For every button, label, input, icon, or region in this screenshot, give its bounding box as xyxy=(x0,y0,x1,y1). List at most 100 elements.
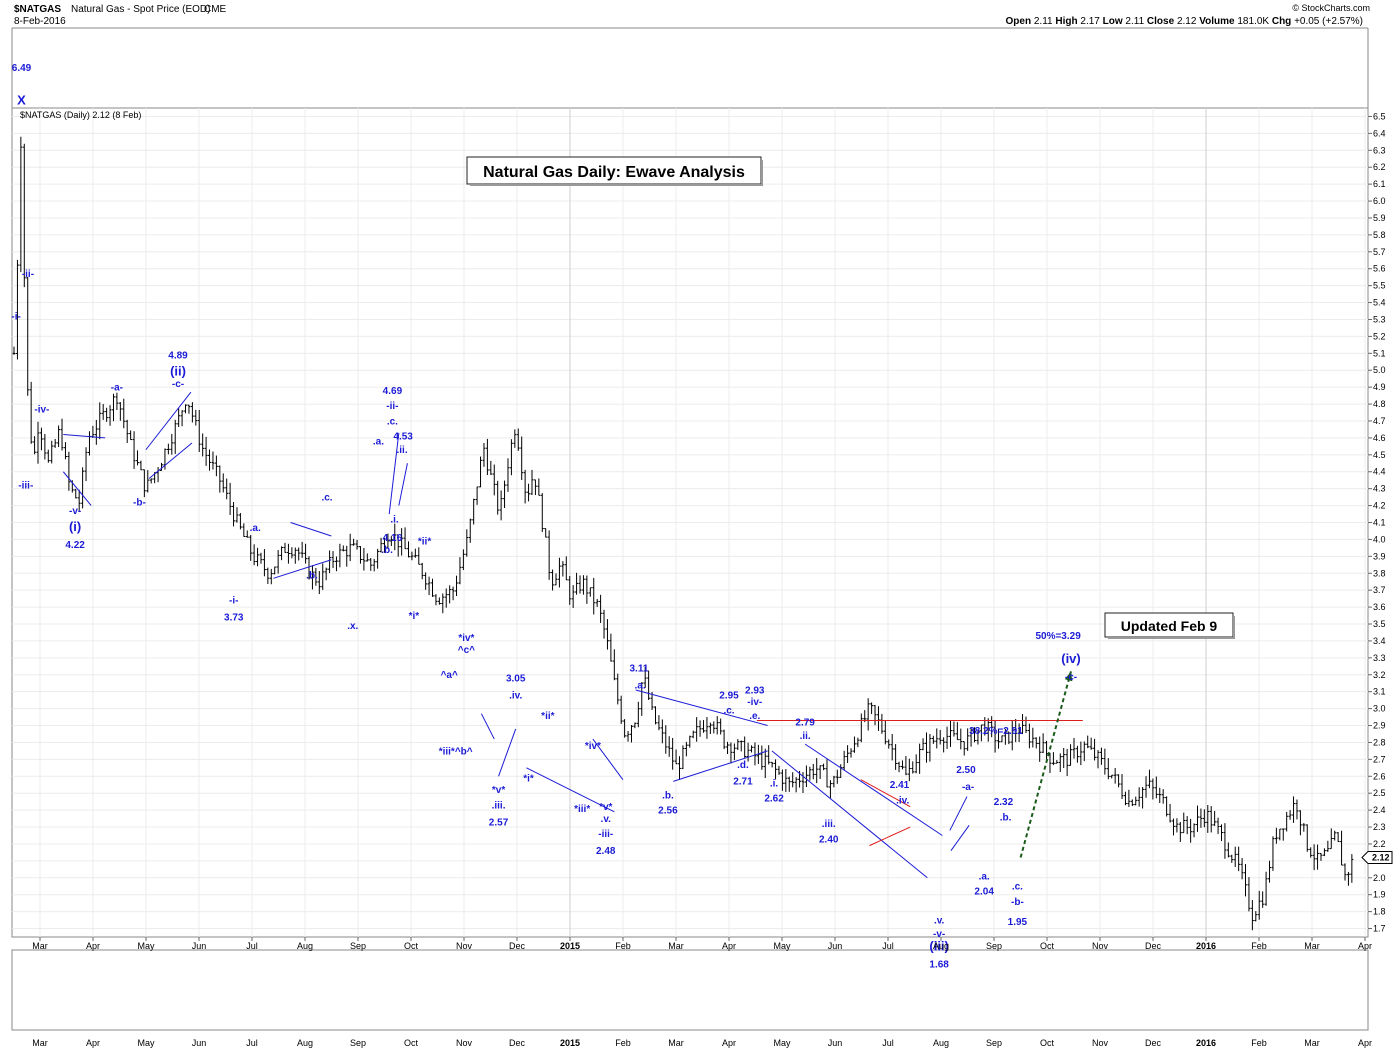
lower-panel-frame xyxy=(11,949,1369,1031)
y-tick-label: 2.3 xyxy=(1373,822,1386,832)
blue-channel-line xyxy=(145,391,192,451)
wave-label: .v. xyxy=(934,915,945,926)
y-tick-label: 2.6 xyxy=(1373,771,1386,781)
wave-label: -iv- xyxy=(34,405,49,416)
x-tick-label-lower: 2015 xyxy=(560,1038,580,1048)
wave-label: .i. xyxy=(770,778,779,789)
ohlc-value: 2.17 xyxy=(1080,16,1100,27)
blue-channel-line xyxy=(398,463,408,506)
y-tick-label: 3.9 xyxy=(1373,551,1386,561)
x-tick-label: Jul xyxy=(246,941,258,951)
y-tick-label: 5.9 xyxy=(1373,213,1386,223)
x-tick-label: Nov xyxy=(456,941,473,951)
blue-channel-line xyxy=(635,689,768,727)
x-tick-label: Aug xyxy=(297,941,313,951)
blue-channel-line xyxy=(526,767,615,813)
wave-label: -v- xyxy=(69,506,81,517)
ohlc-summary: Open 2.11 High 2.17 Low 2.11 Close 2.12 … xyxy=(1006,16,1363,27)
wave-label: .b. xyxy=(306,570,318,581)
wave-label: -a- xyxy=(111,383,123,394)
y-tick-label: 1.9 xyxy=(1373,890,1386,900)
wave-label: 6.49 xyxy=(12,63,32,74)
trendlines xyxy=(62,391,1083,879)
ohlc-label: Volume xyxy=(1196,16,1237,27)
y-tick-label: 6.4 xyxy=(1373,128,1386,138)
wave-label: 3.11 xyxy=(630,663,649,674)
ohlc-bars xyxy=(12,136,1354,931)
ohlc-label: Close xyxy=(1144,16,1177,27)
y-tick-label: 3.6 xyxy=(1373,602,1386,612)
title-box: Natural Gas Daily: Ewave Analysis xyxy=(466,156,763,186)
wave-label: 1.95 xyxy=(1008,917,1028,928)
y-tick-label: 5.7 xyxy=(1373,247,1386,257)
wave-label: *iii*^b^ xyxy=(439,746,473,757)
wave-label: .b. xyxy=(662,790,674,801)
wave-label: 2.57 xyxy=(489,817,509,828)
updated-box: Updated Feb 9 xyxy=(1104,612,1235,639)
wave-label: .a. xyxy=(373,437,384,448)
wave-label: .a. xyxy=(979,871,990,882)
y-tick-label: 4.8 xyxy=(1373,399,1386,409)
y-tick-label: 6.5 xyxy=(1373,111,1386,121)
wave-label: -iii- xyxy=(18,481,33,492)
wave-label: 2.40 xyxy=(819,834,839,845)
chart-title: Natural Gas Daily: Ewave Analysis xyxy=(483,164,745,181)
axes: 1.71.81.92.02.12.22.32.42.52.62.72.82.93… xyxy=(32,111,1393,1048)
series-legend: $NATGAS (Daily) 2.12 (8 Feb) xyxy=(20,110,141,120)
wave-label: .e. xyxy=(749,711,760,722)
wave-label: .iii. xyxy=(492,800,506,811)
blue-channel-line xyxy=(592,738,624,780)
blue-channel-line xyxy=(148,442,193,479)
blue-channel-line xyxy=(62,471,92,506)
x-tick-label: Dec xyxy=(509,941,526,951)
x-tick-label-lower: Nov xyxy=(1092,1038,1109,1048)
x-tick-label-lower: Feb xyxy=(1251,1038,1267,1048)
x-tick-label-lower: 2016 xyxy=(1196,1038,1216,1048)
x-tick-label: 2015 xyxy=(560,941,580,951)
y-tick-label: 2.8 xyxy=(1373,737,1386,747)
blue-channel-line xyxy=(949,796,968,831)
wave-label: -i- xyxy=(229,596,238,607)
x-tick-label: Aug xyxy=(933,941,949,951)
y-tick-label: 3.8 xyxy=(1373,568,1386,578)
wave-label: .b. xyxy=(1000,812,1012,823)
y-tick-label: 2.9 xyxy=(1373,721,1386,731)
x-tick-label: Apr xyxy=(722,941,736,951)
exchange-label: CME xyxy=(204,4,227,15)
x-tick-label: Mar xyxy=(668,941,684,951)
ohlc-label: Open xyxy=(1006,16,1034,27)
x-tick-label-lower: Oct xyxy=(404,1038,419,1048)
y-tick-label: 2.4 xyxy=(1373,805,1386,815)
x-tick-label-lower: Mar xyxy=(32,1038,48,1048)
x-tick-label-lower: Dec xyxy=(509,1038,526,1048)
wave-label: 2.62 xyxy=(764,794,784,805)
wave-label: -ii- xyxy=(22,269,34,280)
instrument-description: Natural Gas - Spot Price (EOD) xyxy=(71,4,210,15)
y-tick-label: 2.2 xyxy=(1373,839,1386,849)
y-tick-label: 5.6 xyxy=(1373,264,1386,274)
wave-label: -i- xyxy=(11,311,20,322)
grid-layer xyxy=(12,108,1368,937)
y-tick-label: 4.3 xyxy=(1373,484,1386,494)
y-tick-label: 5.8 xyxy=(1373,230,1386,240)
y-tick-label: 4.7 xyxy=(1373,416,1386,426)
wave-label: 4.69 xyxy=(383,386,403,397)
wave-label: .i. xyxy=(390,515,399,526)
x-tick-label: Feb xyxy=(615,941,631,951)
ohlc-label: Low xyxy=(1100,16,1126,27)
y-tick-label: 4.5 xyxy=(1373,450,1386,460)
wave-label: .c. xyxy=(321,493,332,504)
wave-label: 4.16 xyxy=(383,533,403,544)
wave-labels: 6.49X-i--ii--iii--iv--v-(i)4.224.89(ii)-… xyxy=(11,63,1081,971)
wave-label: .iv. xyxy=(509,690,522,701)
wave-label: 2.93 xyxy=(745,685,765,696)
x-tick-label: Apr xyxy=(1358,941,1372,951)
wave-label: 2.48 xyxy=(596,846,616,857)
wave-label: 3.05 xyxy=(506,674,526,685)
wave-label: .c. xyxy=(1012,882,1023,893)
wave-label: *i* xyxy=(523,773,534,784)
y-tick-label: 4.6 xyxy=(1373,433,1386,443)
wave-label: 2.79 xyxy=(795,718,815,729)
wave-label: 2.71 xyxy=(733,777,753,788)
